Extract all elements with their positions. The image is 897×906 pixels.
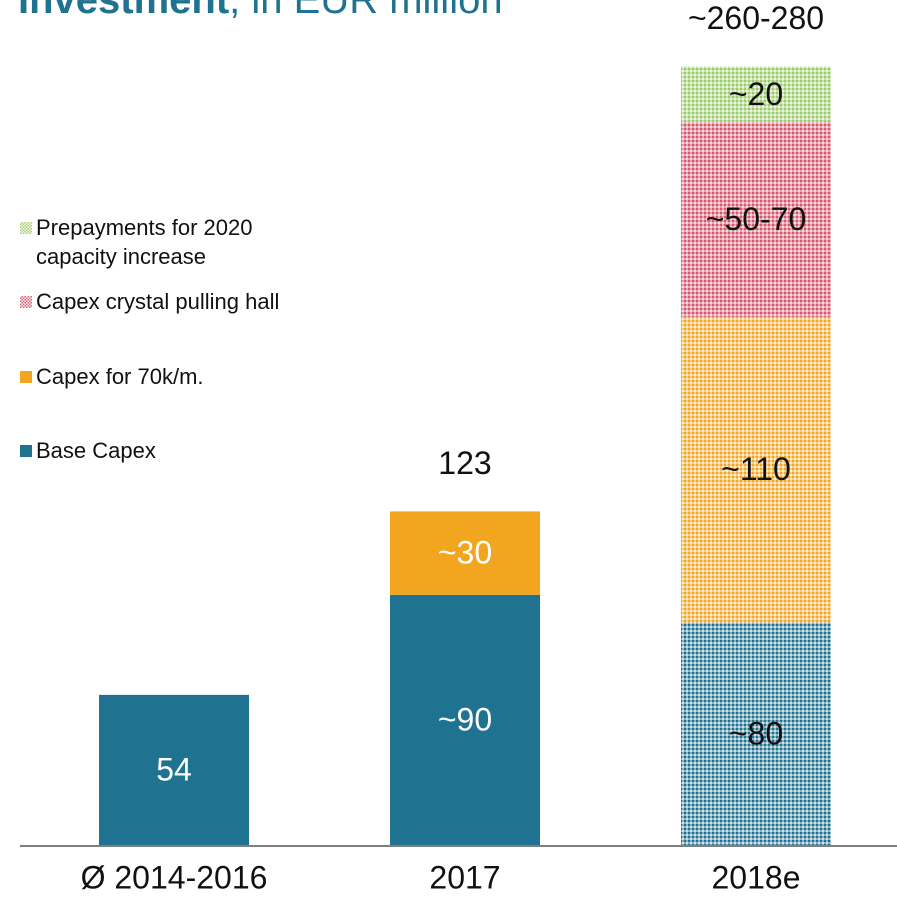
legend-entry: Capex crystal pulling hall xyxy=(20,287,306,316)
legend-label: Capex for 70k/m. xyxy=(36,364,204,389)
bar-segment xyxy=(681,316,831,623)
bar-segment xyxy=(681,122,831,317)
value-label: ~80 xyxy=(729,715,783,751)
bar-segment xyxy=(390,594,540,845)
legend-swatch xyxy=(20,222,32,234)
legend-swatch xyxy=(20,371,32,383)
chart-title: Investment, in EUR million xyxy=(18,0,503,23)
total-label: 123 xyxy=(438,445,491,481)
legend-entry: Capex for 70k/m. xyxy=(20,362,326,391)
value-label: ~50-70 xyxy=(706,201,807,237)
legend-swatch xyxy=(20,445,32,457)
value-label: ~110 xyxy=(721,451,791,487)
x-tick-label: Ø 2014-2016 xyxy=(81,859,268,895)
value-label: ~30 xyxy=(438,535,492,571)
title-rest: , in EUR million xyxy=(229,0,503,22)
value-label: ~90 xyxy=(438,701,492,737)
legend-label: Prepayments for 2020 capacity increase xyxy=(36,215,253,269)
legend-swatch xyxy=(20,296,32,308)
value-label: 54 xyxy=(156,751,192,787)
legend-label: Base Capex xyxy=(36,438,156,463)
bar-segment xyxy=(681,66,831,123)
legend-entry: Base Capex xyxy=(20,436,326,465)
x-tick-label: 2017 xyxy=(429,859,500,895)
bar-segment xyxy=(681,622,831,845)
title-bold: Investment xyxy=(18,0,230,22)
total-label: ~260-280 xyxy=(688,0,824,36)
x-tick-label: 2018e xyxy=(712,859,801,895)
value-label: ~20 xyxy=(729,76,783,112)
legend-label: Capex crystal pulling hall xyxy=(36,289,280,314)
bar-segment xyxy=(99,694,249,845)
legend-entry: Prepayments for 2020 capacity increase xyxy=(20,213,306,271)
bar-segment xyxy=(390,511,540,595)
